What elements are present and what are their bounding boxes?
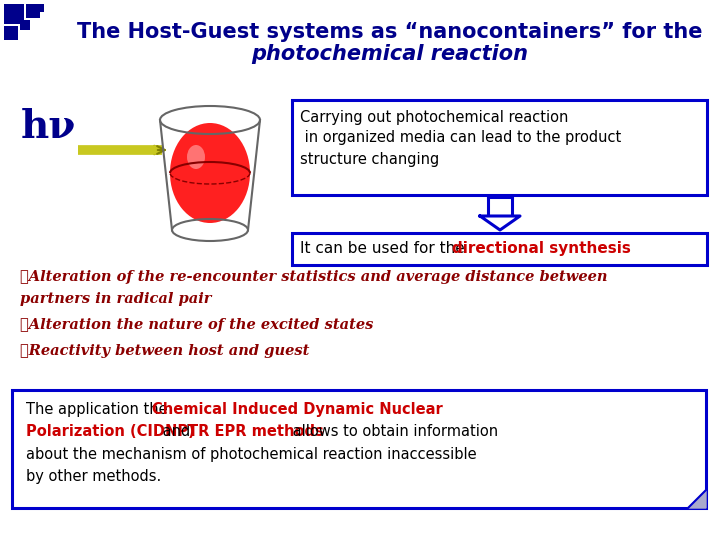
Text: and: and — [158, 424, 195, 439]
Text: It can be used for the: It can be used for the — [300, 241, 469, 256]
Text: Polarization (CIDNP): Polarization (CIDNP) — [26, 424, 194, 439]
Bar — [4, 26, 18, 40]
Bar — [20, 20, 30, 30]
Polygon shape — [688, 490, 706, 508]
Text: The application the: The application the — [26, 402, 172, 417]
Text: about the mechanism of photochemical reaction inaccessible: about the mechanism of photochemical rea… — [26, 447, 477, 462]
Polygon shape — [480, 216, 520, 230]
Ellipse shape — [170, 123, 250, 223]
FancyBboxPatch shape — [12, 390, 706, 508]
Text: The Host-Guest systems as “nanocontainers” for the: The Host-Guest systems as “nanocontainer… — [77, 22, 703, 42]
Text: allows to obtain information: allows to obtain information — [288, 424, 498, 439]
Text: ➤Alteration of the re-encounter statistics and average distance between: ➤Alteration of the re-encounter statisti… — [20, 270, 608, 284]
Text: Chemical Induced Dynamic Nuclear: Chemical Induced Dynamic Nuclear — [152, 402, 443, 417]
Bar — [4, 4, 24, 24]
FancyBboxPatch shape — [292, 233, 707, 265]
Text: hν: hν — [20, 108, 76, 146]
Text: photochemical reaction: photochemical reaction — [251, 44, 528, 64]
Text: structure changing: structure changing — [300, 152, 439, 167]
Bar — [26, 4, 40, 18]
Text: ➤Alteration the nature of the excited states: ➤Alteration the nature of the excited st… — [20, 318, 374, 332]
FancyBboxPatch shape — [292, 100, 707, 195]
Text: Carrying out photochemical reaction: Carrying out photochemical reaction — [300, 110, 568, 125]
Text: by other methods.: by other methods. — [26, 469, 161, 484]
Text: directional synthesis: directional synthesis — [452, 241, 631, 256]
Text: in organized media can lead to the product: in organized media can lead to the produ… — [300, 130, 621, 145]
Text: ➤Reactivity between host and guest: ➤Reactivity between host and guest — [20, 344, 310, 358]
Bar — [36, 4, 44, 12]
Ellipse shape — [187, 145, 205, 169]
Text: TR EPR methods: TR EPR methods — [188, 424, 324, 439]
Text: partners in radical pair: partners in radical pair — [20, 292, 212, 306]
